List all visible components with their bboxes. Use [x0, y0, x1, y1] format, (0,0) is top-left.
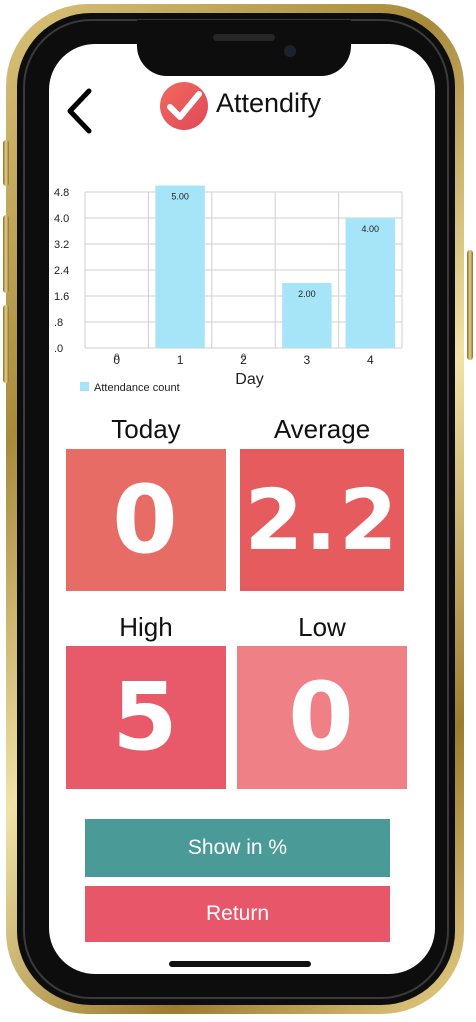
- chart-value-label: 4.00: [362, 224, 380, 234]
- phone-side-button: [3, 140, 9, 186]
- average-value: 2.2: [244, 471, 400, 569]
- high-value: 5: [112, 663, 180, 772]
- chevron-left-icon: [67, 88, 92, 134]
- chart-value-label: 0: [114, 352, 119, 362]
- chart-y-tick-label: 2.4: [54, 265, 69, 277]
- home-indicator: [169, 961, 311, 967]
- chart-value-label: 5.00: [171, 192, 189, 202]
- chart-y-tick-label: .0: [54, 343, 63, 355]
- chart-legend-label: Attendance count: [94, 382, 180, 394]
- low-value: 0: [288, 663, 356, 772]
- phone-notch: [137, 20, 351, 76]
- chart-y-tick-label: 1.6: [54, 291, 69, 303]
- chart-x-tick-label: 1: [177, 353, 184, 367]
- chart-x-axis-label: Day: [235, 371, 263, 388]
- chart-x-tick-label: 4: [367, 353, 374, 367]
- chart-x-tick-label: 2: [240, 353, 247, 367]
- phone-side-button: [467, 250, 473, 360]
- checkmark-circle-icon: [158, 80, 210, 132]
- chart-value-label: 2.00: [298, 289, 316, 299]
- chart-x-tick-label: 0: [113, 353, 120, 367]
- app-title: Attendify: [216, 88, 322, 118]
- chart-y-tick-label: .8: [54, 317, 63, 329]
- chart-x-tick-label: 3: [304, 353, 311, 367]
- return-button[interactable]: Return: [85, 886, 390, 942]
- today-label: Today: [111, 414, 181, 444]
- chart-value-label: 0: [241, 352, 246, 362]
- chart-bar: [155, 185, 205, 348]
- phone-speaker: [213, 34, 275, 41]
- today-tile: 0: [66, 449, 226, 591]
- phone-side-button: [3, 215, 9, 293]
- chart-y-tick-label: 4.8: [54, 187, 69, 199]
- high-label: High: [119, 612, 173, 642]
- today-value: 0: [112, 465, 180, 575]
- chart-legend-swatch: [80, 382, 89, 391]
- front-camera: [284, 45, 296, 57]
- low-tile: 0: [237, 646, 407, 789]
- chart-y-tick-label: 4.0: [54, 213, 69, 225]
- chart-bar: [282, 283, 332, 348]
- average-tile: 2.2: [240, 449, 404, 591]
- attendance-chart: .0.8 1.6 2.4 3.2 4.0 4.8 0 0 5.00 1 0 2 2.00 3 4.00 4 Da…: [50, 180, 420, 395]
- show-in-percent-button[interactable]: Show in %: [85, 819, 390, 877]
- chart-y-tick-label: 3.2: [54, 239, 69, 251]
- high-tile: 5: [66, 646, 226, 789]
- average-label: Average: [273, 414, 371, 444]
- low-label: Low: [298, 612, 346, 642]
- phone-side-button: [3, 305, 9, 383]
- chart-bar: [345, 218, 396, 348]
- back-button[interactable]: [60, 86, 100, 136]
